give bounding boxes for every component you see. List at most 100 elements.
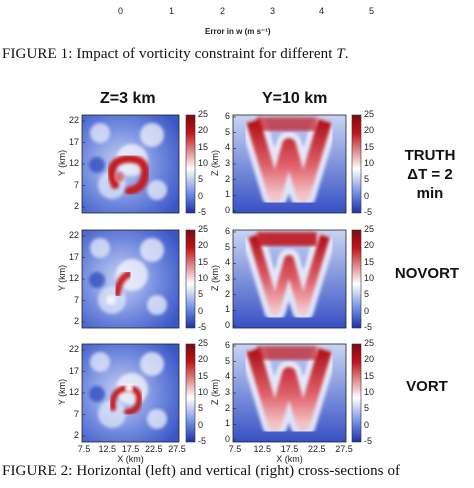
right-xtick-label: 22.5 [307,444,326,454]
right-ytick-label: 3 [224,387,230,397]
left-ytick-label: 7 [73,179,79,190]
right-ytick-label: 3 [224,273,230,283]
right-ytick-label: 4 [224,142,230,153]
right-colorbar-0-tick: 25 [364,109,375,119]
right-ytick-label: 5 [224,241,230,252]
left-colorbar-2 [185,343,196,443]
left-ytick-label: 22 [68,344,79,354]
right-heatmap-1 [233,230,346,328]
right-colorbar-0-tick: 15 [364,141,375,152]
left-colorbar-1-tick: 5 [198,289,204,300]
right-ytick-label: 6 [224,226,230,236]
top-axis-tick: 1 [169,6,175,16]
left-heatmap-2 [82,344,179,442]
left-ylabel: Y (km) [57,264,67,292]
right-ylabel: Z (km) [210,150,220,176]
left-colorbar-2-tick: -5 [198,436,207,446]
right-colorbar-0-tick: 5 [364,174,370,185]
right-colorbar-1-tick: 15 [364,256,375,267]
left-colorbar-0-tick: -5 [198,207,207,217]
row-label-line: TRUTH [404,147,456,164]
figure1-caption-end: . [344,46,349,62]
right-colorbar-1-tick: 20 [364,240,375,251]
figure1-caption-var: T [336,46,345,62]
top-axis-tick: 0 [118,6,124,16]
right-colorbar-2-tick: 5 [364,403,370,414]
right-ytick-label: 5 [224,355,230,366]
right-ytick-label: 2 [224,173,230,184]
right-xtick-label: 12.5 [253,444,272,454]
left-xlabel: X (km) [117,454,144,464]
figure2-caption: FIGURE 2: Horizontal (left) and vertical… [2,463,401,479]
left-ytick-label: 7 [73,294,79,305]
right-colorbar-1-tick: -5 [364,322,373,332]
figure1-caption: FIGURE 1: Impact of vorticity constraint… [2,46,349,63]
top-axis-tick: 2 [220,6,226,16]
right-xtick-label: 17.5 [280,444,299,454]
left-colorbar-0 [185,114,196,214]
right-colorbar-0-tick: 20 [364,125,375,136]
left-colorbar-1-tick: 10 [198,273,209,283]
left-colorbar-1-tick: 15 [198,256,209,267]
left-ytick-label: 12 [68,387,79,397]
left-ytick-label: 22 [68,115,79,125]
right-ytick-label: 1 [224,418,230,429]
row-label-line: ΔT = 2 [407,166,453,183]
figure1-caption-text: Impact of vorticity constraint for diffe… [76,46,333,62]
row-label-line: min [416,185,444,202]
right-colorbar-0-tick: -5 [364,207,373,217]
left-xtick-label: 27.5 [168,444,186,454]
right-ytick-label: 6 [224,340,230,350]
right-colorbar-0 [351,114,362,214]
left-colorbar-1-tick: -5 [198,322,207,332]
left-heatmap-0 [82,115,179,213]
row-label-vort: VORT [382,377,472,396]
left-xtick-label: 12.5 [98,444,117,454]
right-colorbar-2 [351,343,362,443]
left-colorbar-2-tick: 5 [198,403,204,414]
left-colorbar-0-tick: 15 [198,141,209,152]
left-colorbar-0-tick: 0 [198,190,204,201]
top-axis-tick: 5 [369,6,375,16]
left-xtick-label: 17.5 [121,444,140,454]
left-ytick-label: 22 [68,230,79,240]
left-colorbar-1-tick: 0 [198,305,204,316]
right-ytick-label: 4 [224,257,230,268]
left-xtick-label: 22.5 [144,444,163,454]
right-ytick-label: 2 [224,402,230,413]
right-ytick-label: 0 [224,320,230,330]
left-colorbar-2-tick: 0 [198,419,204,430]
left-colorbar-2-tick: 20 [198,354,209,365]
left-ylabel: Y (km) [57,378,67,406]
row-label-novort: NOVORT [382,264,472,283]
right-ytick-label: 3 [224,158,230,168]
right-colorbar-1 [351,229,362,329]
right-colorbar-1-tick: 0 [364,305,370,316]
top-axis-tick: 4 [319,6,325,16]
left-colorbar-0-tick: 20 [198,125,209,136]
left-ytick-label: 17 [68,251,79,262]
left-column-title: Z=3 km [100,90,156,107]
right-colorbar-1-tick: 10 [364,273,375,283]
right-heatmap-0 [233,115,346,213]
left-ytick-label: 2 [73,201,79,211]
row-label-line: NOVORT [394,265,460,282]
top-axis-label: Error in w (m s⁻¹) [205,27,271,36]
right-heatmap-2 [233,344,346,442]
right-ytick-label: 5 [224,126,230,137]
left-colorbar-2-tick: 25 [198,338,209,348]
left-colorbar-1-tick: 25 [198,224,209,234]
right-ytick-label: 4 [224,371,230,382]
row-label-line: VORT [406,378,448,395]
left-xtick-label: 7.5 [77,444,91,454]
left-colorbar-1-tick: 20 [198,240,209,251]
left-ytick-label: 12 [68,273,79,283]
right-colorbar-2-tick: 25 [364,338,375,348]
left-ytick-label: 2 [73,316,79,326]
left-colorbar-1 [185,229,196,329]
right-ylabel: Z (km) [210,379,220,405]
left-ytick-label: 2 [73,430,79,440]
left-colorbar-2-tick: 10 [198,387,209,397]
